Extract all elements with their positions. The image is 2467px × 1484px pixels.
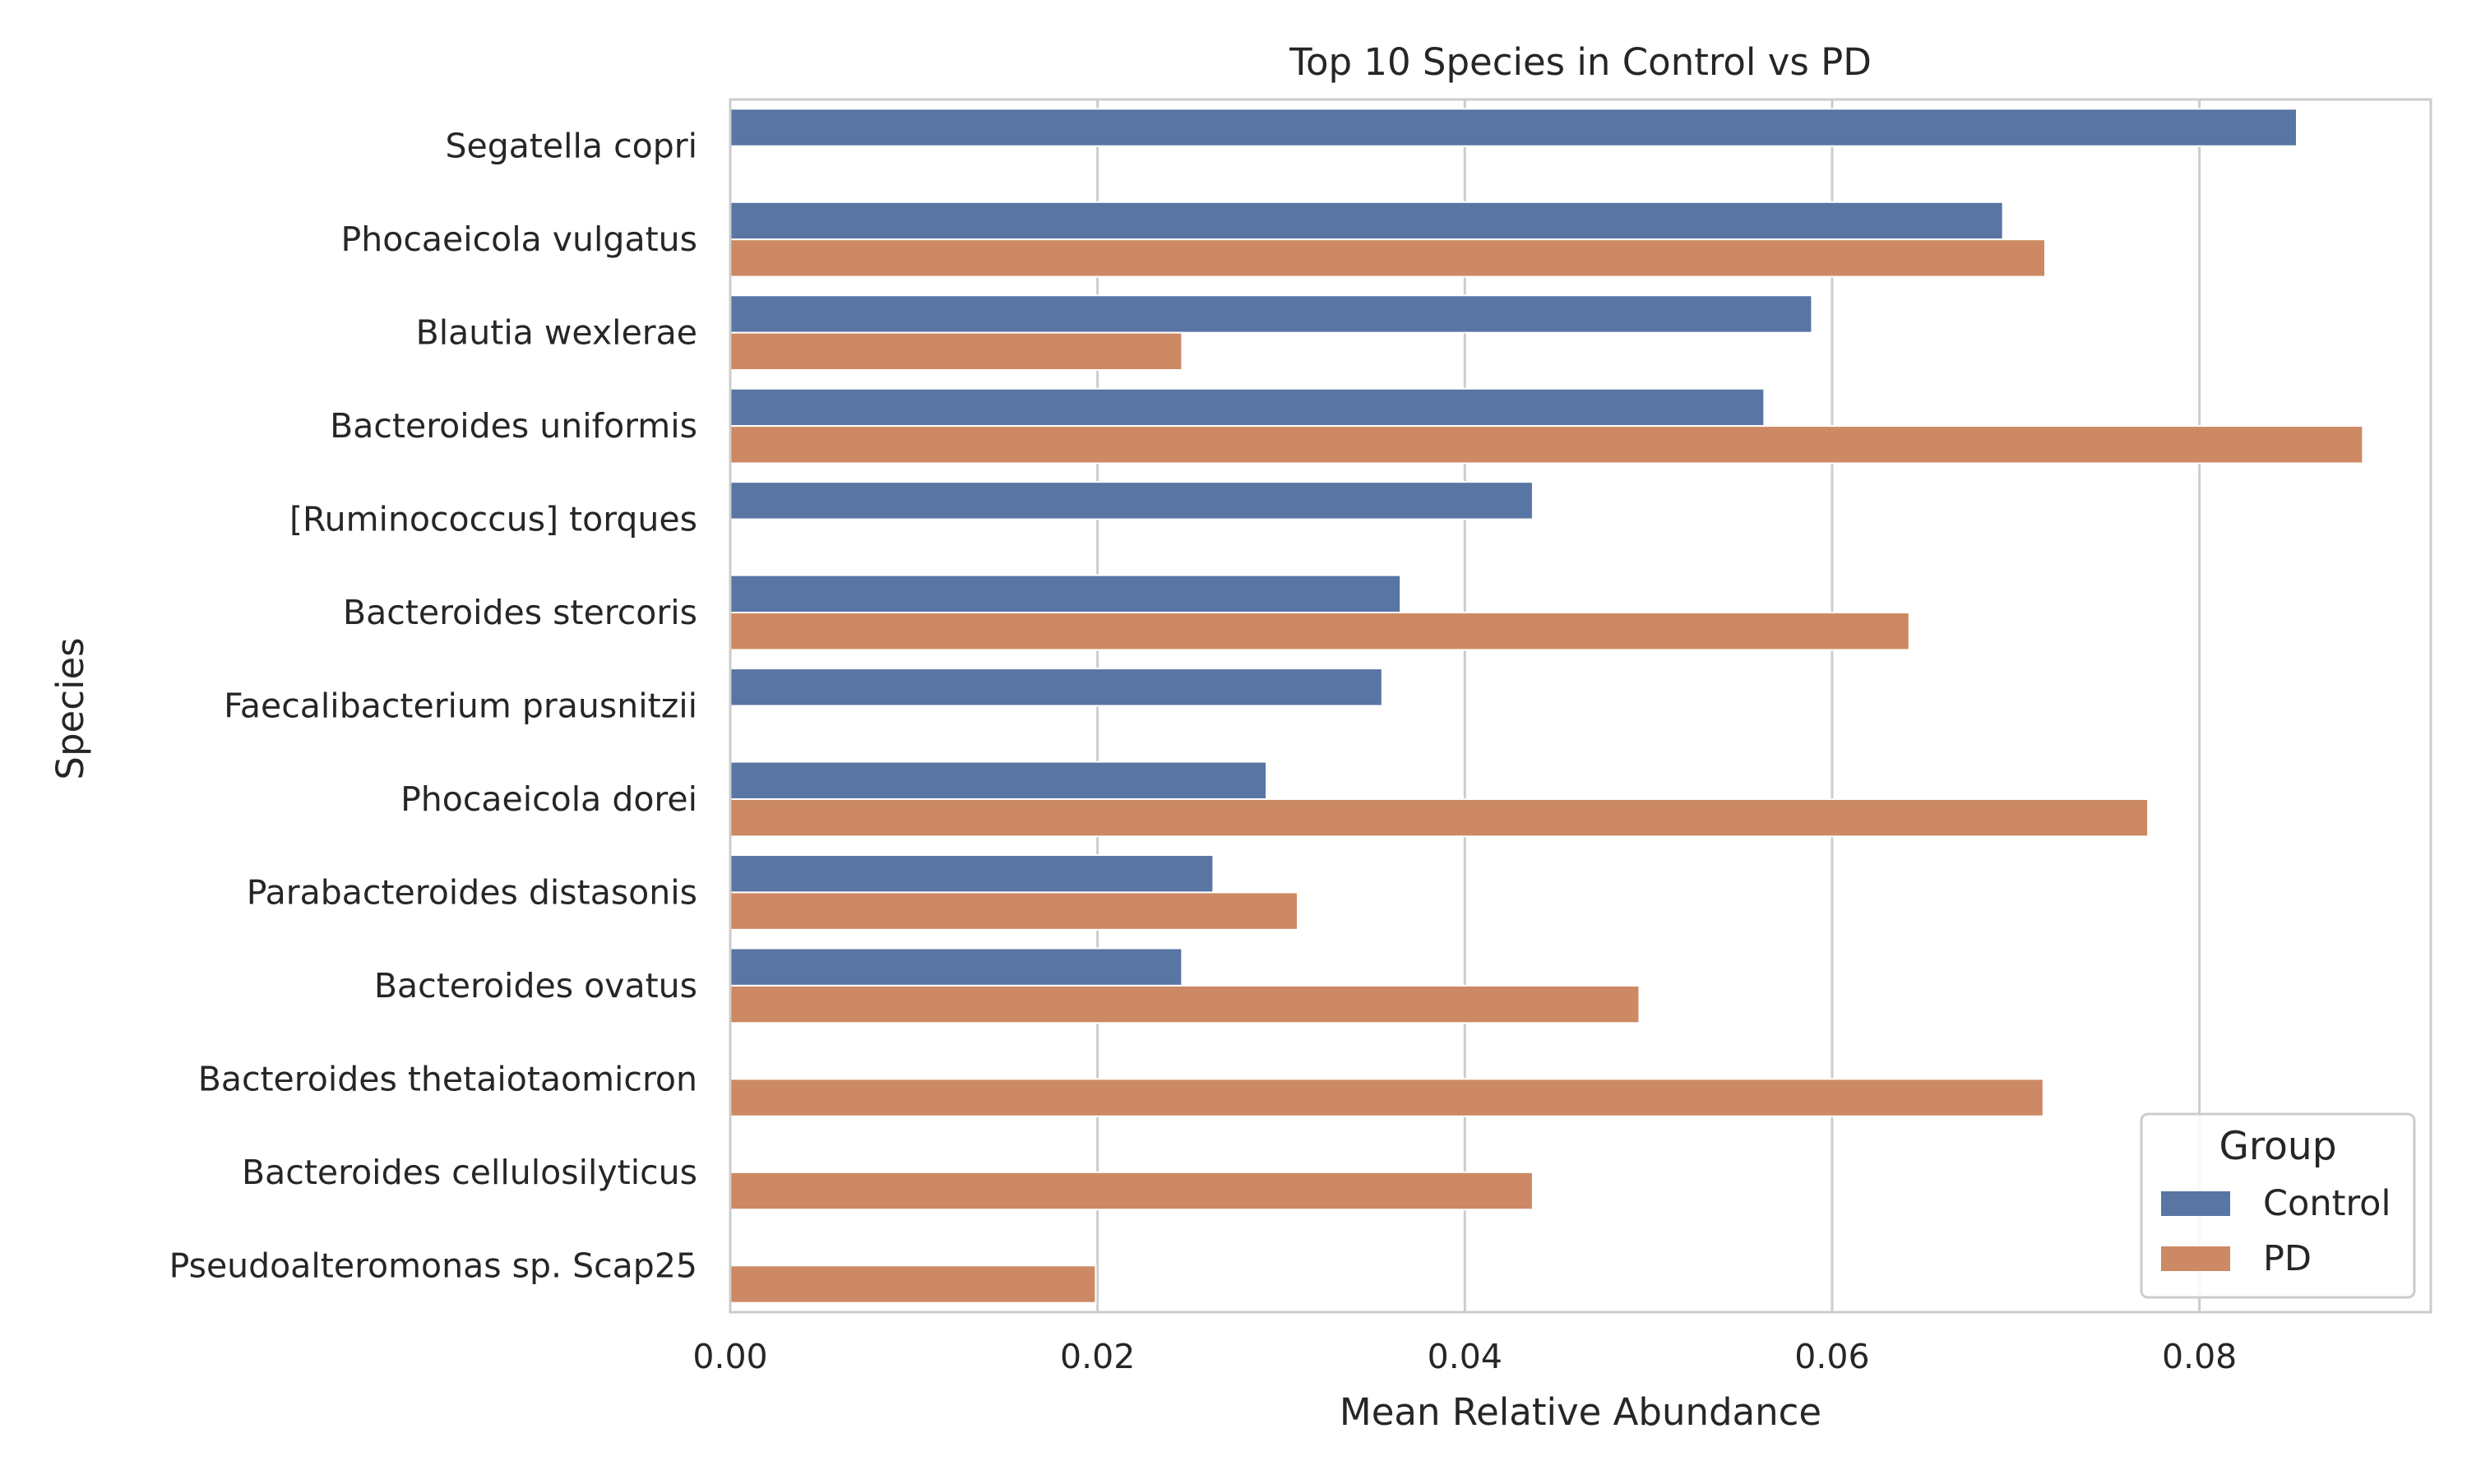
bar-control	[729, 294, 1813, 334]
chart-title: Top 10 Species in Control vs PD	[1289, 40, 1872, 84]
x-tick-label: 0.02	[1060, 1337, 1135, 1376]
bar-pd	[729, 1078, 2044, 1117]
x-tick-label: 0.08	[2162, 1337, 2237, 1376]
y-tick-label: Bacteroides uniformis	[330, 406, 697, 446]
bar-pd	[729, 1171, 1534, 1211]
bar-pd	[729, 797, 2150, 838]
bar-control	[729, 481, 1534, 520]
y-tick-label: Bacteroides cellulosilyticus	[242, 1153, 697, 1192]
x-tick-label: 0.00	[692, 1337, 767, 1376]
y-tick-label: Bacteroides thetaiotaomicron	[198, 1059, 697, 1098]
y-tick-label: Faecalibacterium prausnitzii	[224, 687, 697, 726]
bar-control	[729, 854, 1215, 894]
legend-label-control: Control	[2263, 1183, 2391, 1224]
bar-control	[729, 668, 1383, 707]
legend-title: Group	[2219, 1124, 2336, 1169]
bar-control	[729, 387, 1766, 428]
bar-pd	[729, 612, 1910, 651]
x-tick-labels: 0.00 0.02 0.04 0.06 0.08	[692, 1337, 2237, 1376]
legend-label-pd: PD	[2263, 1238, 2312, 1279]
y-tick-label: Bacteroides ovatus	[374, 966, 697, 1006]
x-tick-label: 0.06	[1794, 1337, 1869, 1376]
bar-control	[729, 947, 1183, 987]
y-tick-label: Pseudoalteromonas sp. Scap25	[169, 1246, 697, 1285]
x-tick-label: 0.04	[1428, 1337, 1502, 1376]
y-tick-label: [Ruminococcus] torques	[289, 500, 697, 539]
x-axis-label: Mean Relative Abundance	[1340, 1390, 1821, 1434]
legend-swatch-pd	[2161, 1246, 2230, 1271]
bar-pd	[729, 891, 1299, 931]
bar-pd	[729, 425, 2364, 465]
y-tick-label: Segatella copri	[445, 127, 697, 166]
y-axis-label: Species	[49, 637, 92, 779]
y-tick-label: Bacteroides stercoris	[343, 593, 697, 632]
y-tick-label: Blautia wexlerae	[416, 313, 697, 353]
bar-control	[729, 108, 2298, 147]
legend-swatch-control	[2161, 1191, 2230, 1216]
bar-pd	[729, 238, 2047, 278]
bar-pd	[729, 1264, 1097, 1304]
y-tick-label: Phocaeicola dorei	[400, 779, 697, 819]
bar-control	[729, 760, 1268, 800]
bar-control	[729, 201, 2004, 241]
legend: Group Control PD	[2140, 1112, 2416, 1299]
y-tick-label: Parabacteroides distasonis	[247, 872, 697, 912]
bars	[729, 108, 2364, 1304]
plot-frame	[729, 98, 2432, 1314]
y-tick-labels: Segatella copri Phocaeicola vulgatus Blaut…	[169, 127, 697, 1286]
y-tick-label: Phocaeicola vulgatus	[341, 220, 697, 259]
bar-control	[729, 574, 1402, 614]
bar-pd	[729, 331, 1183, 372]
bar-pd	[729, 984, 1641, 1024]
